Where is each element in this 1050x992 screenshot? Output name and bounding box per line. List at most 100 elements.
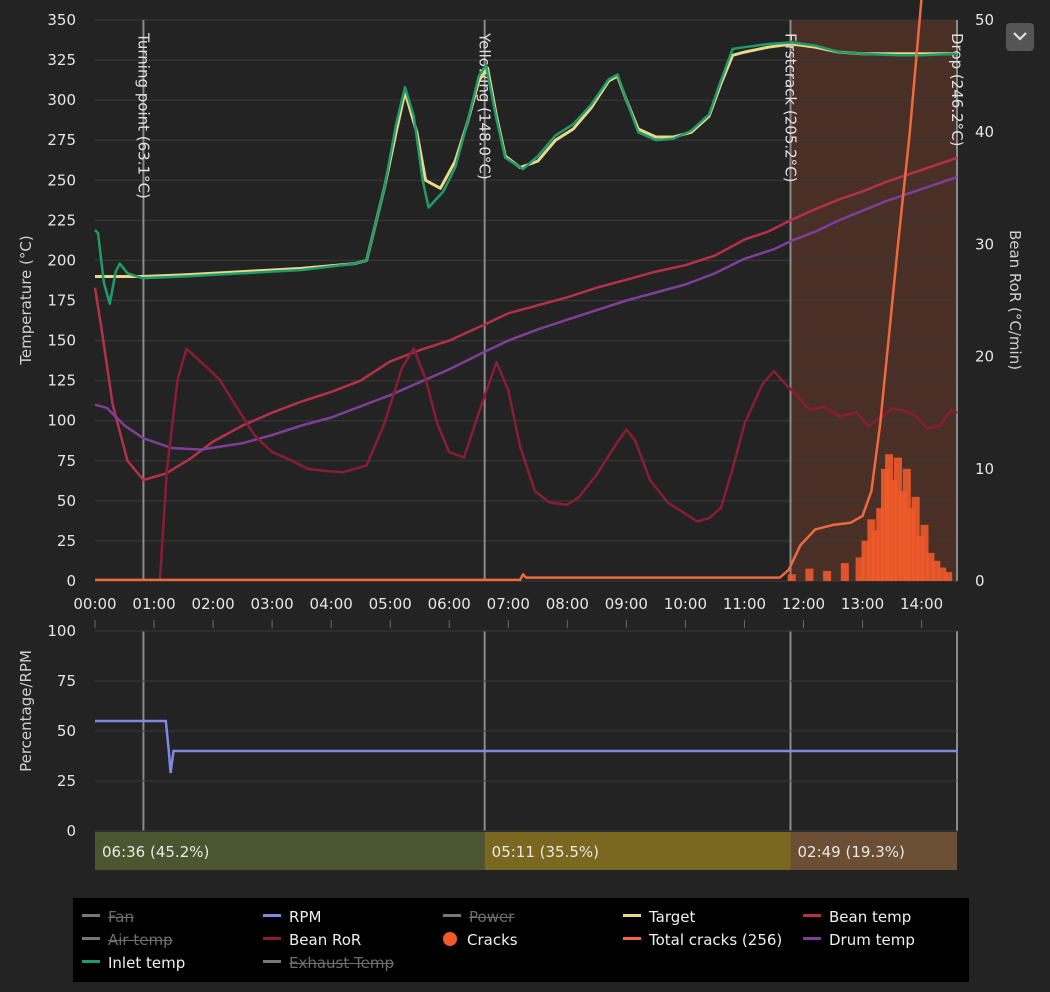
crack-bar (911, 496, 920, 581)
x-tick-label: 12:00 (782, 595, 825, 613)
crack-bar (902, 468, 911, 581)
chevron-down-icon (1013, 32, 1027, 41)
y-tick-label: 225 (47, 211, 76, 229)
roast-charts: 0255075100125150175200225250275300325350… (17, 0, 1024, 870)
x-tick-label: 00:00 (73, 595, 116, 613)
y-tick-label: 200 (47, 251, 76, 269)
crack-bar (944, 572, 953, 581)
legend-item[interactable]: Inlet temp (82, 954, 185, 972)
crack-bar (880, 468, 889, 581)
phase-label: 06:36 (45.2%) (102, 843, 209, 861)
legend-item[interactable]: Bean RoR (263, 931, 361, 949)
x-tick-label: 08:00 (546, 595, 589, 613)
legend-swatch (263, 914, 281, 917)
legend-swatch (263, 960, 281, 963)
y-tick-label: 25 (57, 772, 76, 790)
legend-swatch (82, 914, 100, 917)
series-line (158, 347, 958, 582)
event-label: Turning point (63.1°C) (134, 32, 152, 199)
series-line (95, 719, 957, 774)
y-tick-label: 100 (47, 412, 76, 430)
x-tick-label: 14:00 (900, 595, 943, 613)
legend-label: Target (649, 908, 696, 926)
crack-bar (867, 519, 876, 581)
crack-bar (916, 536, 925, 581)
series-line (93, 156, 958, 482)
x-tick-label: 09:00 (605, 595, 648, 613)
y-right-tick-label: 10 (975, 460, 994, 478)
legend-item[interactable]: Fan (82, 908, 134, 926)
phase-bar (790, 832, 957, 870)
crack-bar (871, 530, 880, 581)
y-tick-label: 350 (47, 11, 76, 29)
event-label: Yellowing (148.0°C) (476, 32, 494, 180)
legend-label: Cracks (467, 931, 518, 949)
crack-bar (926, 552, 935, 581)
legend-item[interactable]: Exhaust Temp (263, 954, 394, 972)
y-axis-title: Percentage/RPM (17, 650, 35, 772)
legend-swatch (443, 931, 457, 946)
crack-bar (855, 557, 864, 581)
y-tick-label: 0 (66, 572, 76, 590)
y-right-tick-label: 0 (975, 572, 985, 590)
y-right-tick-label: 30 (975, 235, 994, 253)
legend-item[interactable]: Target (623, 908, 695, 926)
phase-label: 02:49 (19.3%) (798, 843, 905, 861)
crack-bar (932, 560, 941, 581)
crack-bar (885, 454, 894, 581)
x-tick-label: 07:00 (487, 595, 530, 613)
y-tick-label: 0 (66, 822, 76, 840)
legend-swatch (263, 937, 281, 940)
y-right-tick-label: 20 (975, 348, 994, 366)
crack-bar (876, 508, 885, 581)
y-right-axis-title: Bean RoR (°C/min) (1006, 230, 1024, 370)
phase-bar (484, 832, 791, 870)
event-label: Firstcrack (205.2°C) (782, 33, 800, 183)
x-tick-label: 05:00 (369, 595, 412, 613)
legend-item[interactable]: Total cracks (256) (623, 931, 782, 949)
chart-menu-button[interactable] (1006, 23, 1034, 51)
legend-item[interactable]: Bean temp (803, 908, 911, 926)
y-right-tick-label: 40 (975, 123, 994, 141)
crack-bar (787, 574, 796, 581)
legend-swatch (803, 914, 821, 917)
crack-bar (920, 524, 929, 581)
y-tick-label: 25 (57, 532, 76, 550)
y-tick-label: 300 (47, 91, 76, 109)
legend-label: Bean RoR (289, 931, 362, 949)
series-line (95, 0, 923, 582)
legend-swatch (82, 960, 100, 963)
y-tick-label: 175 (47, 292, 76, 310)
x-tick-label: 13:00 (841, 595, 884, 613)
x-tick-label: 06:00 (428, 595, 471, 613)
x-tick-label: 02:00 (191, 595, 234, 613)
legend-item[interactable]: Drum temp (803, 931, 915, 949)
y-tick-label: 150 (47, 332, 76, 350)
event-label: Drop (246.2°C) (948, 33, 966, 146)
y-right-tick-label: 50 (975, 11, 994, 29)
legend-item[interactable]: Air temp (82, 931, 173, 949)
legend-swatch (623, 937, 641, 940)
y-tick-label: 250 (47, 171, 76, 189)
crack-bar (893, 457, 902, 581)
y-tick-label: 75 (57, 672, 76, 690)
crack-bar (938, 567, 947, 581)
y-axis-title: Temperature (°C) (17, 235, 35, 365)
legend-item[interactable]: RPM (263, 908, 321, 926)
crack-bar (889, 480, 898, 581)
legend-label: Total cracks (256) (649, 931, 783, 949)
legend-item[interactable]: Power (443, 908, 514, 926)
phase-bar (95, 832, 485, 870)
crack-bar (805, 568, 814, 581)
chart-legend: Fan RPM Power Target Bean temp Air temp Bean R… (73, 898, 969, 982)
series-line (94, 175, 958, 451)
legend-swatch (82, 937, 100, 940)
legend-label: Drum temp (829, 931, 915, 949)
y-tick-label: 75 (57, 452, 76, 470)
legend-label: RPM (289, 908, 322, 926)
y-tick-label: 275 (47, 131, 76, 149)
crack-bar (898, 491, 907, 581)
crack-bar (840, 563, 849, 581)
legend-item[interactable]: Cracks (443, 931, 518, 949)
x-tick-label: 10:00 (664, 595, 707, 613)
